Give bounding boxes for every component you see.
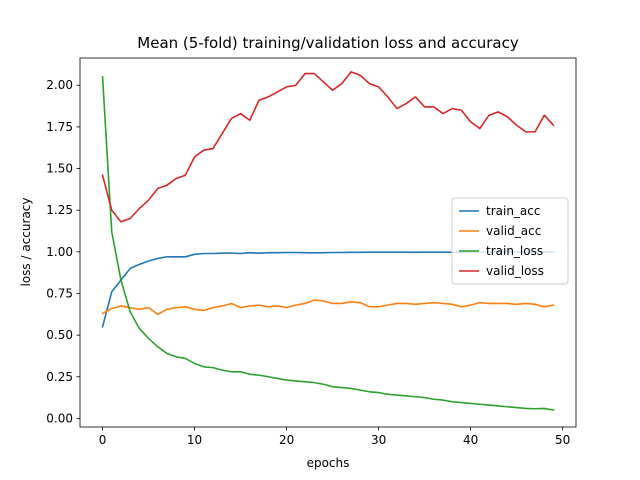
- legend-box: [451, 197, 569, 285]
- x-tick-label: 10: [187, 433, 202, 447]
- y-axis-label: loss / accuracy: [19, 198, 33, 287]
- legend-label-valid-loss: valid_loss: [486, 264, 544, 278]
- axes: 0 10 20 30 40 50 0.00 0.25 0.50 0.75 1.00 1.25 1.50 1…: [46, 57, 577, 447]
- series-line-valid-loss: [101, 71, 555, 223]
- x-tick-label: 50: [555, 433, 570, 447]
- y-tick-label: 0.00: [46, 411, 73, 425]
- y-tick-label: 1.00: [46, 245, 73, 259]
- chart-title: Mean (5-fold) training/validation loss a…: [137, 34, 519, 52]
- y-tick-label: 0.75: [46, 286, 73, 300]
- x-tick-label: 20: [279, 433, 294, 447]
- x-tick-label: 30: [371, 433, 386, 447]
- legend-label-train-loss: train_loss: [486, 244, 543, 258]
- x-axis-label: epochs: [307, 456, 350, 470]
- x-tick-label: 40: [463, 433, 478, 447]
- series-lines: [101, 71, 555, 412]
- plot-frame: [79, 57, 577, 428]
- y-tick-label: 2.00: [46, 78, 73, 92]
- legend-label-valid-acc: valid_acc: [486, 224, 541, 238]
- series-line-train-loss: [101, 76, 555, 412]
- y-tick-label: 0.25: [46, 370, 73, 384]
- y-tick-label: 0.50: [46, 328, 73, 342]
- y-tick-label: 1.50: [46, 162, 73, 176]
- x-tick-label: 0: [99, 433, 107, 447]
- legend-label-train-acc: train_acc: [486, 204, 540, 218]
- y-tick-label: 1.25: [46, 203, 73, 217]
- y-tick-label: 1.75: [46, 120, 73, 134]
- legend: train_acc valid_acc train_loss valid_loss: [451, 197, 569, 285]
- series-line-valid-acc: [101, 299, 555, 316]
